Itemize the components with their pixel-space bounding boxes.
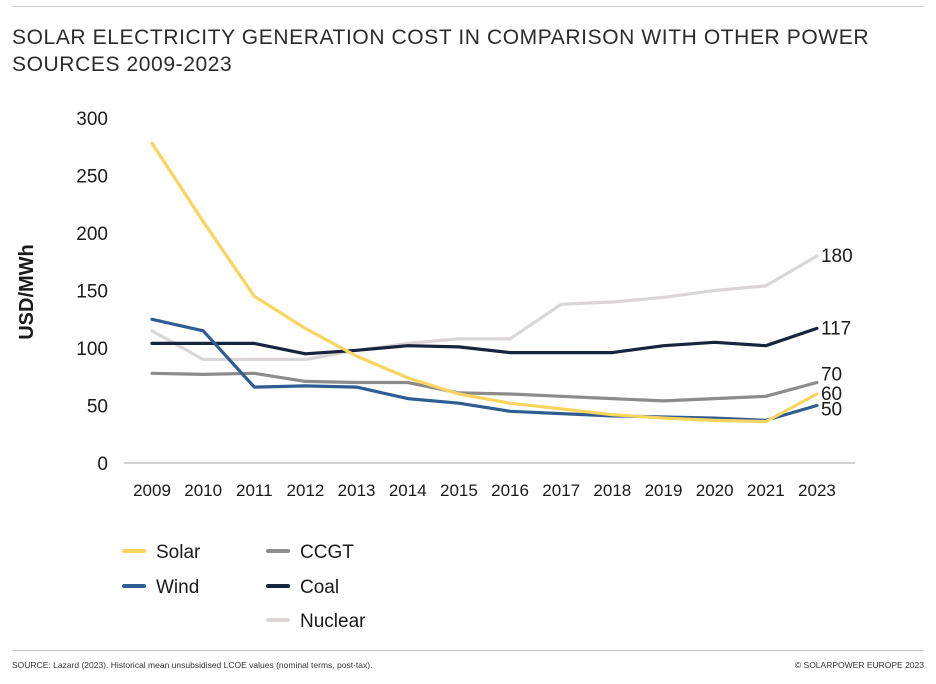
chart-title: SOLAR ELECTRICITY GENERATION COST IN COM… — [12, 24, 912, 78]
end-label-coal: 117 — [821, 318, 851, 339]
x-tick-label: 2023 — [798, 481, 836, 500]
y-tick-label: 200 — [76, 224, 108, 245]
legend-label-nuclear: Nuclear — [300, 611, 366, 632]
x-tick-label: 2010 — [184, 481, 222, 500]
y-tick-label: 50 — [87, 397, 108, 418]
top-rule — [12, 6, 924, 7]
copyright-note: © SOLARPOWER EUROPE 2023 — [794, 660, 924, 670]
x-tick-label: 2014 — [389, 481, 427, 500]
y-tick-label: 150 — [76, 282, 108, 303]
y-tick-label: 0 — [97, 454, 108, 475]
legend-label-solar: Solar — [156, 542, 201, 563]
x-tick-label: 2016 — [491, 481, 529, 500]
legend-label-coal: Coal — [300, 577, 339, 598]
x-tick-label: 2015 — [440, 481, 478, 500]
x-tick-label: 2017 — [542, 481, 580, 500]
chart-title-line1: SOLAR ELECTRICITY GENERATION COST IN COM… — [12, 26, 870, 49]
x-tick-label: 2018 — [593, 481, 631, 500]
x-tick-label: 2019 — [645, 481, 683, 500]
end-label-ccgt: 70 — [821, 365, 842, 386]
end-label-nuclear: 180 — [821, 246, 853, 267]
y-tick-label: 250 — [76, 167, 108, 188]
series-line-solar — [150, 141, 819, 424]
x-tick-label: 2013 — [338, 481, 376, 500]
x-tick-label: 2011 — [236, 481, 273, 500]
legend-label-wind: Wind — [156, 577, 199, 598]
source-note: SOURCE: Lazard (2023). Historical mean u… — [12, 660, 373, 670]
series-line-coal — [150, 326, 819, 356]
y-tick-label: 100 — [76, 339, 108, 360]
series-line-nuclear — [150, 254, 819, 362]
end-label-solar: 60 — [821, 384, 842, 405]
x-tick-label: 2012 — [287, 481, 325, 500]
line-chart: USD/MWh 0 50 100 150 200 250 300 2009 2010 2011 201… — [16, 109, 855, 632]
bottom-rule — [12, 650, 924, 651]
x-tick-label: 2009 — [133, 481, 171, 500]
series-line-ccgt — [150, 371, 819, 403]
y-axis-label: USD/MWh — [16, 244, 38, 340]
y-tick-label: 300 — [76, 109, 108, 130]
legend-label-ccgt: CCGT — [300, 542, 354, 563]
x-tick-label: 2020 — [696, 481, 734, 500]
chart-title-line2: SOURCES 2009-2023 — [12, 53, 233, 76]
series-line-wind — [150, 317, 819, 422]
x-tick-label: 2021 — [747, 481, 785, 500]
end-label-wind: 50 — [821, 400, 842, 421]
